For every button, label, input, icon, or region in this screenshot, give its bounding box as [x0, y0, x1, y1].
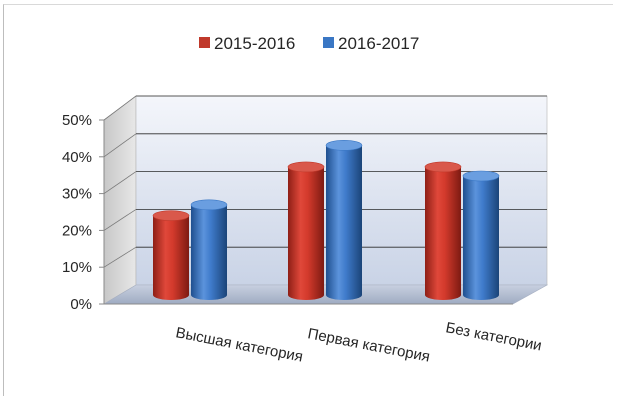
y-tick-label: 30%	[62, 186, 92, 203]
bar-top	[424, 161, 462, 173]
y-tick-label: 50%	[62, 112, 92, 129]
bar-2016-2017-2	[325, 140, 363, 300]
bar-top	[190, 199, 228, 211]
bar-body	[326, 145, 362, 300]
bar-body	[425, 166, 461, 300]
bar-2015-2016-3	[424, 161, 462, 300]
gridline-side	[103, 209, 137, 231]
bar-2015-2016-1	[152, 210, 190, 300]
gridline-side	[103, 171, 137, 194]
gridline-side	[103, 246, 137, 268]
y-tick-label: 20%	[62, 222, 92, 239]
bar-body	[153, 215, 189, 300]
gridline-side	[103, 95, 137, 121]
bar-top	[152, 210, 190, 221]
y-tick-label: 40%	[62, 149, 92, 166]
legend-label-2015-2016: 2015-2016	[214, 34, 295, 53]
gridline-side	[103, 133, 137, 158]
category-label: Без категории	[444, 319, 543, 354]
legend-swatch-2015-2016	[199, 37, 210, 48]
y-tick-label: 10%	[62, 259, 92, 276]
bar-body	[463, 175, 499, 300]
legend-label-2016-2017: 2016-2017	[338, 34, 419, 53]
bar-top	[325, 140, 363, 151]
y-tick-label: 0%	[70, 296, 92, 313]
category-label: Первая категория	[306, 325, 431, 365]
bar-top	[287, 161, 325, 173]
bar-body	[288, 166, 324, 300]
bar-top	[462, 170, 500, 182]
category-label: Высшая категория	[174, 324, 304, 365]
bar-2015-2016-2	[287, 161, 325, 300]
bar-body	[191, 204, 227, 300]
bar-2016-2017-3	[462, 170, 500, 300]
bar-2016-2017-1	[190, 199, 228, 300]
legend-swatch-2016-2017	[323, 37, 334, 48]
legend: 2015-2016 2016-2017	[199, 34, 419, 53]
chart-side-wall	[103, 95, 137, 305]
chart-frame	[3, 4, 613, 396]
